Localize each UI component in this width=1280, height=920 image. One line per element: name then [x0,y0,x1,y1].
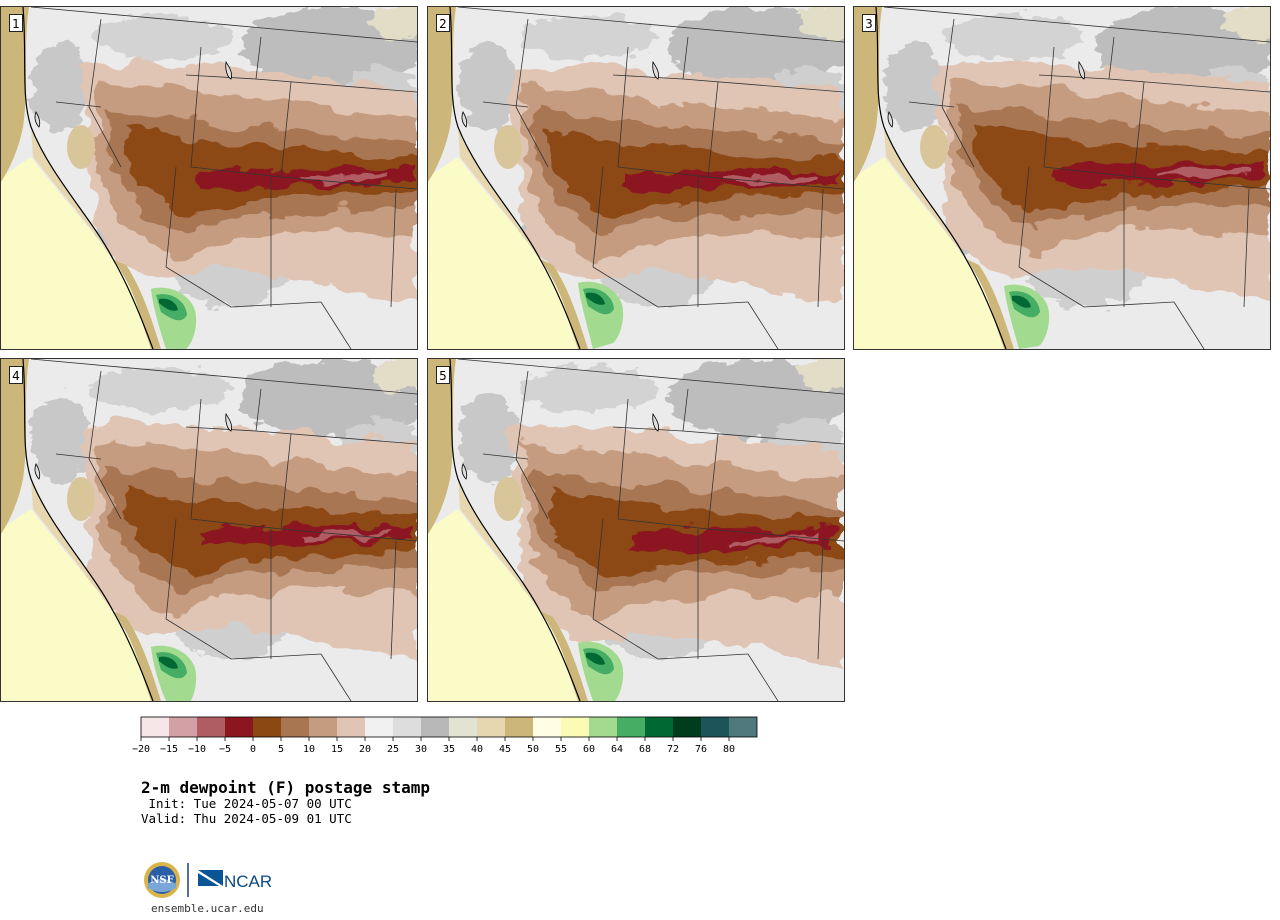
colorbar-tick-label: −5 [219,744,231,755]
colorbar-tick-label: 60 [583,744,595,755]
colorbar-swatch [281,717,309,737]
colorbar-tick-label: 35 [443,744,455,755]
chart-title: 2-m dewpoint (F) postage stamp [141,778,430,797]
stamp-panel-1: 1 [0,6,418,350]
colorbar-tick-label: 50 [527,744,539,755]
colorbar-swatch [729,717,757,737]
dewpoint-colorbar: −20 −15 −10 −5 0 5 10 15 20 25 30 35 40 45 50 55 60 64 68 7… [132,716,758,755]
colorbar-tick-label: 64 [611,744,623,755]
ncar-logo: NCAR [198,870,272,891]
nsf-logo-text: NSF [150,875,173,886]
colorbar-tick-label: 10 [303,744,315,755]
colorbar-tick-label: 0 [250,744,256,755]
panel-number: 1 [9,14,23,32]
colorbar-swatch [477,717,505,737]
stamp-panel-2: 2 [427,6,845,350]
colorbar-tick-label: −10 [188,744,206,755]
colorbar-tick-label: 55 [555,744,567,755]
colorbar-swatch [365,717,393,737]
stamp-panel-5: 5 [427,358,845,702]
panel-number: 5 [436,366,450,384]
init-time: Init: Tue 2024-05-07 00 UTC [141,796,352,811]
colorbar-tick-label: 72 [667,744,679,755]
colorbar-tick-label: 25 [387,744,399,755]
panel-number: 3 [862,14,876,32]
colorbar-swatch [505,717,533,737]
colorbar-tick-label: −20 [132,744,150,755]
colorbar-swatch [197,717,225,737]
colorbar-swatch [309,717,337,737]
colorbar-swatch [673,717,701,737]
dewpoint-map [428,359,844,701]
footer-url: ensemble.ucar.edu [151,902,264,915]
dewpoint-map [854,7,1270,349]
panel-number: 2 [436,14,450,32]
colorbar-tick-label: 15 [331,744,343,755]
colorbar-tick-label: 68 [639,744,651,755]
colorbar-tick-label: 40 [471,744,483,755]
colorbar-swatch [449,717,477,737]
colorbar-swatch [589,717,617,737]
nsf-logo: NSF [144,862,180,898]
sponsor-logos: NSF NCAR [143,860,283,900]
colorbar-tick-label: −15 [160,744,178,755]
colorbar-swatch [337,717,365,737]
colorbar-swatch [169,717,197,737]
colorbar-tick-label: 76 [695,744,707,755]
colorbar-swatch [253,717,281,737]
colorbar-tick-label: 80 [723,744,735,755]
stamp-panel-4: 4 [0,358,418,702]
colorbar-swatch [421,717,449,737]
colorbar-swatch [141,717,169,737]
colorbar-swatch [617,717,645,737]
dewpoint-map [1,7,417,349]
colorbar-swatch [645,717,673,737]
panel-number: 4 [9,366,23,384]
dewpoint-map [428,7,844,349]
valid-time: Valid: Thu 2024-05-09 01 UTC [141,811,352,826]
colorbar-swatch [393,717,421,737]
ncar-logo-text: NCAR [224,872,272,891]
colorbar-tick-label: 45 [499,744,511,755]
colorbar-swatch [561,717,589,737]
dewpoint-map [1,359,417,701]
colorbar-tick-label: 20 [359,744,371,755]
colorbar-swatch [533,717,561,737]
colorbar-tick-label: 30 [415,744,427,755]
colorbar-swatch [225,717,253,737]
colorbar-tick-label: 5 [278,744,284,755]
colorbar-swatch [701,717,729,737]
stamp-panel-3: 3 [853,6,1271,350]
